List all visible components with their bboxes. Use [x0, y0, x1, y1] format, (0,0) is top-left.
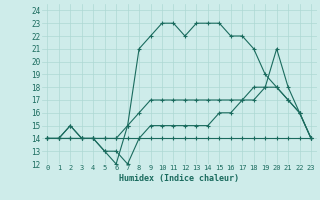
X-axis label: Humidex (Indice chaleur): Humidex (Indice chaleur): [119, 174, 239, 183]
